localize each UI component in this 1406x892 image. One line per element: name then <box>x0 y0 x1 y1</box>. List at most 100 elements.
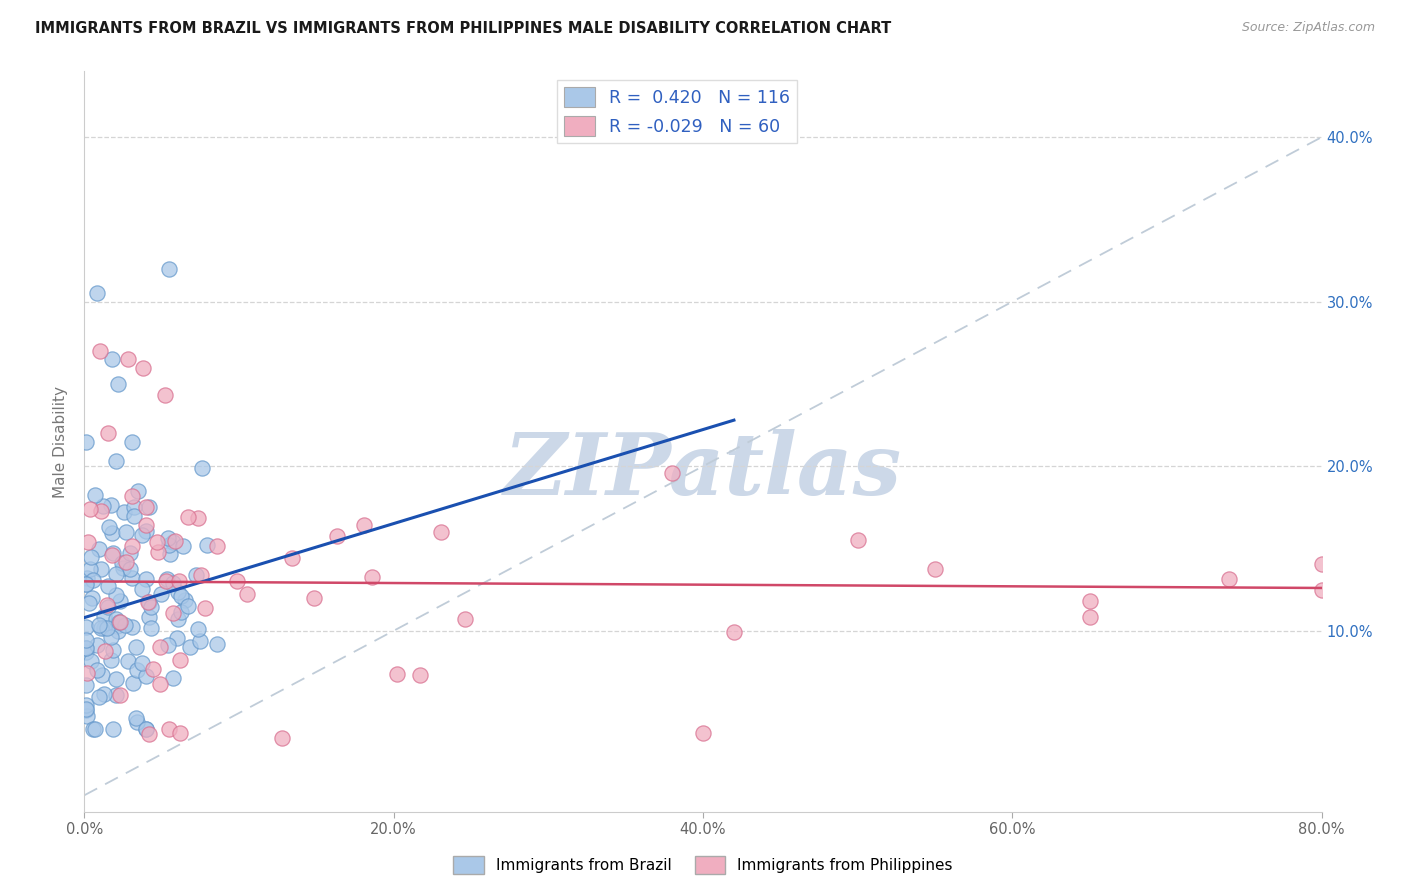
Point <box>163 533 186 548</box>
Point <box>280 550 302 565</box>
Point <box>82 723 104 737</box>
Point <box>110 556 132 570</box>
Point <box>75 577 97 591</box>
Point <box>115 555 138 569</box>
Y-axis label: Male Disability: Male Disability <box>53 385 69 498</box>
Point <box>79 562 101 576</box>
Point <box>187 511 209 525</box>
Point <box>207 637 229 651</box>
Point <box>100 653 122 667</box>
Point <box>103 642 125 657</box>
Point <box>157 531 180 545</box>
Point <box>89 344 111 359</box>
Point <box>188 634 211 648</box>
Point <box>169 725 191 739</box>
Point <box>186 568 208 582</box>
Point <box>1218 572 1240 586</box>
Point <box>135 500 157 515</box>
Point <box>79 501 101 516</box>
Point <box>121 435 143 450</box>
Point <box>87 541 110 556</box>
Point <box>76 571 98 585</box>
Point <box>127 483 149 498</box>
Point <box>205 539 228 553</box>
Point <box>121 620 143 634</box>
Point <box>118 562 141 576</box>
Point <box>1310 557 1333 571</box>
Point <box>121 676 143 690</box>
Point <box>90 562 112 576</box>
Point <box>108 594 131 608</box>
Point <box>170 590 193 604</box>
Point <box>122 508 145 523</box>
Point <box>84 488 107 502</box>
Point <box>104 454 127 468</box>
Point <box>97 599 120 614</box>
Point <box>138 500 160 515</box>
Point <box>100 498 122 512</box>
Point <box>723 625 745 640</box>
Point <box>167 612 190 626</box>
Point <box>121 539 143 553</box>
Point <box>83 722 105 736</box>
Point <box>108 615 131 630</box>
Point <box>75 632 97 647</box>
Point <box>105 567 128 582</box>
Point <box>155 388 177 402</box>
Point <box>149 640 172 654</box>
Point <box>79 596 101 610</box>
Point <box>166 631 188 645</box>
Point <box>125 663 148 677</box>
Point <box>97 579 120 593</box>
Point <box>111 561 134 575</box>
Point <box>179 640 201 654</box>
Point <box>90 668 112 682</box>
Point <box>846 533 869 547</box>
Point <box>162 671 184 685</box>
Point <box>75 620 97 634</box>
Point <box>149 676 172 690</box>
Point <box>156 638 179 652</box>
Point <box>145 534 167 549</box>
Point <box>80 549 103 564</box>
Point <box>82 573 104 587</box>
Point <box>361 570 384 584</box>
Point <box>96 426 118 441</box>
Point <box>138 595 160 609</box>
Point <box>135 723 157 737</box>
Point <box>107 376 129 391</box>
Point <box>107 624 129 638</box>
Point <box>75 678 97 692</box>
Text: IMMIGRANTS FROM BRAZIL VS IMMIGRANTS FROM PHILIPPINES MALE DISABILITY CORRELATIO: IMMIGRANTS FROM BRAZIL VS IMMIGRANTS FRO… <box>35 21 891 36</box>
Point <box>135 524 157 538</box>
Point <box>430 524 453 539</box>
Point <box>135 572 157 586</box>
Point <box>159 547 181 561</box>
Point <box>125 715 148 730</box>
Point <box>93 622 115 636</box>
Text: ZIPatlas: ZIPatlas <box>503 429 903 513</box>
Point <box>141 600 163 615</box>
Point <box>326 529 349 543</box>
Point <box>117 654 139 668</box>
Point <box>86 639 108 653</box>
Point <box>150 587 173 601</box>
Point <box>90 621 112 635</box>
Point <box>132 360 155 375</box>
Point <box>159 723 180 737</box>
Point <box>353 517 375 532</box>
Point <box>226 574 249 588</box>
Point <box>235 587 257 601</box>
Point <box>146 545 169 559</box>
Point <box>385 666 408 681</box>
Point <box>93 687 115 701</box>
Point <box>76 665 98 680</box>
Point <box>176 599 198 614</box>
Point <box>114 618 136 632</box>
Point <box>121 571 143 585</box>
Point <box>169 574 191 588</box>
Point <box>112 504 135 518</box>
Legend: R =  0.420   N = 116, R = -0.029   N = 60: R = 0.420 N = 116, R = -0.029 N = 60 <box>557 80 797 143</box>
Point <box>91 499 114 513</box>
Point <box>108 615 131 629</box>
